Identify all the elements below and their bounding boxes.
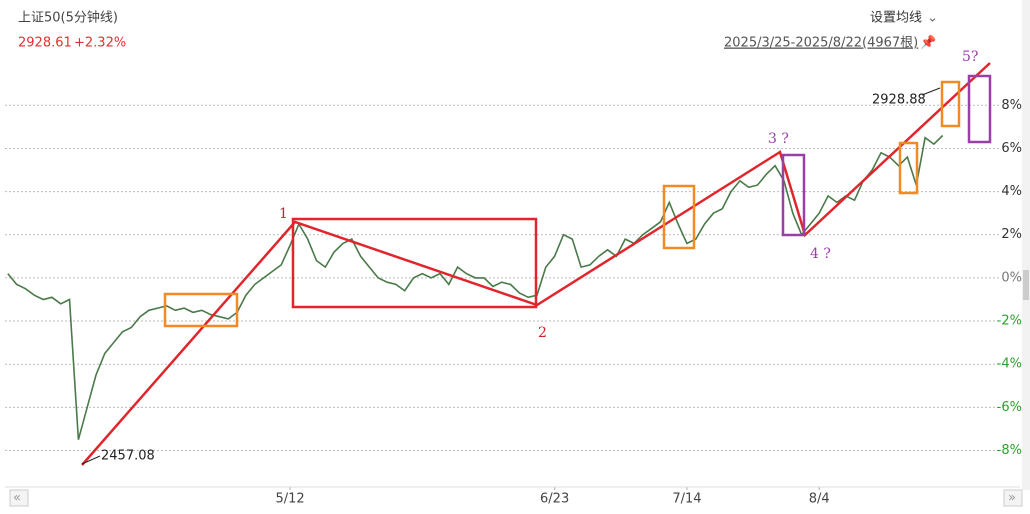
low-label: 2457.08 (101, 449, 155, 464)
y-tick-label: 6% (1001, 141, 1022, 156)
range: 2025/3/25-2025/8/22(4967根) (724, 36, 918, 51)
y-tick-label: 0% (1001, 270, 1022, 285)
wave-label: 4 ? (810, 246, 831, 262)
wave-label: 2 (538, 325, 547, 341)
box (781, 153, 806, 237)
high-label: 2928.88 (872, 93, 926, 108)
scroll-right-icon: » (1008, 491, 1016, 506)
y-tick-label: 4% (1001, 184, 1022, 199)
y-tick-label: -6% (997, 400, 1022, 415)
arrow (81, 455, 101, 465)
box (163, 292, 239, 328)
x-tick-label: 6/23 (540, 492, 569, 507)
scroll-left[interactable] (9, 489, 29, 507)
price: 2928.61 (18, 36, 72, 51)
dropdown-icon: ⌄ (927, 11, 938, 26)
box (662, 184, 696, 250)
box (967, 74, 992, 144)
price-line (7, 134, 944, 440)
y-tick-label: -8% (997, 443, 1022, 458)
change: +2.32% (74, 36, 126, 51)
box (940, 80, 961, 128)
wave-label: 3 ? (768, 131, 789, 147)
ma-button[interactable]: 设置均线 (870, 11, 922, 26)
box (291, 217, 538, 309)
x-tick-label: 5/12 (275, 492, 304, 507)
y-tick-label: -2% (997, 314, 1022, 329)
trend-line (81, 62, 991, 466)
annotations: 1 2 3 ? 4 ? 5? 2457.08 2928.88 (81, 49, 992, 466)
scroll-left-icon: « (13, 491, 21, 506)
scrollbar[interactable] (1022, 0, 1030, 490)
pin-icon: 📌 (920, 34, 936, 51)
arrow (921, 87, 941, 96)
wave-label: 5? (962, 49, 978, 65)
box (898, 141, 919, 195)
x-tick-label: 7/14 (672, 492, 701, 507)
wave-label: 1 (279, 206, 288, 222)
chart-title: 上证50(5分钟线) (18, 10, 118, 26)
y-tick-label: 8% (1001, 98, 1022, 113)
y-tick-label: -4% (997, 357, 1022, 372)
scroll-right[interactable] (1003, 489, 1023, 507)
x-tick-label: 8/4 (809, 492, 830, 507)
plot (5, 104, 1000, 490)
scroll-thumb[interactable] (1023, 270, 1029, 300)
y-tick-label: 2% (1001, 227, 1022, 242)
